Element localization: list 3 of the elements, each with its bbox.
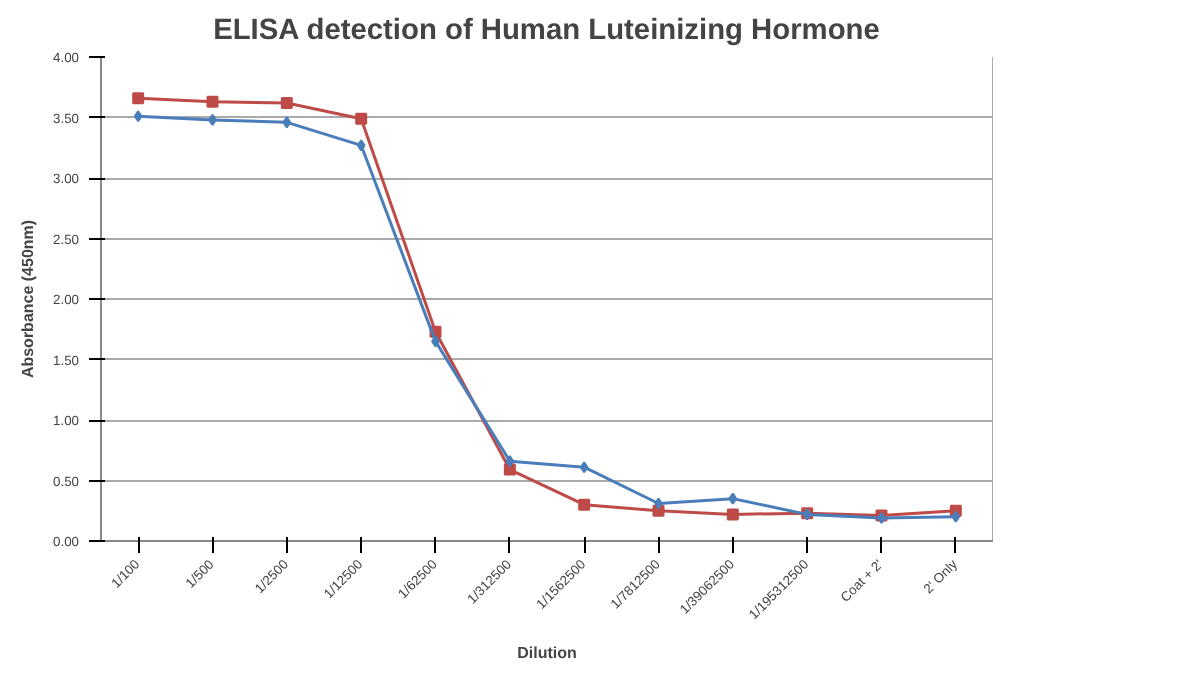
y-axis-title: Absorbance (450nm) <box>19 219 38 379</box>
x-axis-title: Dilution <box>517 643 577 662</box>
chart-title: ELISA detection of Human Luteinizing Hormone <box>213 15 880 47</box>
